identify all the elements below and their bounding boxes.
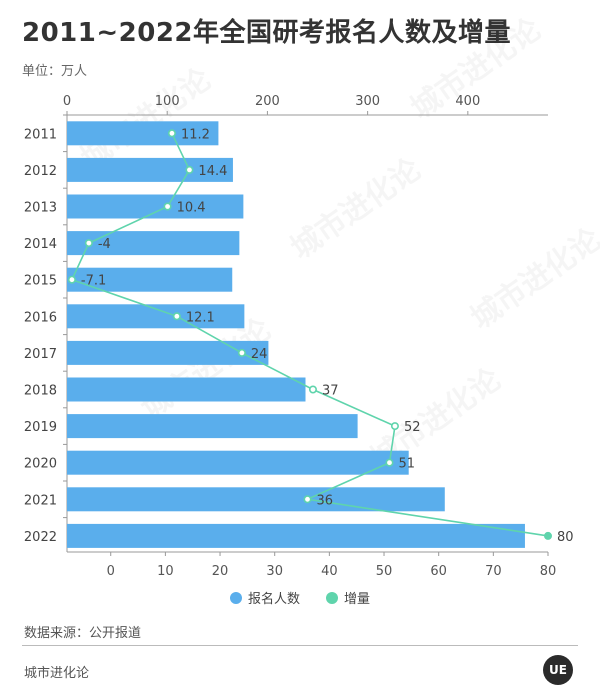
- bottom-axis-tick-label: 40: [321, 564, 338, 579]
- category-label: 2020: [24, 457, 57, 472]
- bar-2013: [67, 194, 244, 219]
- increment-point-2014: [84, 239, 93, 248]
- top-axis-tick-label: 300: [355, 94, 380, 109]
- category-label: 2013: [24, 201, 57, 216]
- bar-2020: [67, 450, 409, 475]
- category-label: 2016: [24, 310, 57, 325]
- top-axis-tick-label: 200: [255, 94, 280, 109]
- bar-2012: [67, 157, 233, 182]
- bottom-axis-tick-label: 50: [376, 564, 393, 579]
- increment-point-2013: [163, 202, 172, 211]
- category-label: 2012: [24, 164, 57, 179]
- brand-logo-icon: UE: [543, 655, 573, 685]
- unit-label: 单位：万人: [22, 64, 88, 79]
- increment-point-2015: [67, 275, 76, 284]
- category-label: 2015: [24, 274, 57, 289]
- increment-point-2017: [237, 348, 246, 357]
- category-label: 2014: [24, 237, 57, 252]
- bottom-axis-tick-label: 70: [485, 564, 502, 579]
- increment-data-label: 37: [322, 384, 339, 399]
- category-label: 2011: [24, 127, 57, 142]
- bottom-axis-tick-label: 60: [430, 564, 447, 579]
- increment-data-label: 51: [398, 457, 415, 472]
- legend-marker-bars: [230, 592, 242, 604]
- category-label: 2019: [24, 420, 57, 435]
- bar-2019: [67, 414, 358, 439]
- increment-point-2020: [385, 458, 394, 467]
- footer-divider: [22, 645, 578, 646]
- increment-point-2019: [390, 422, 399, 431]
- increment-line: [70, 132, 549, 537]
- bar-2014: [67, 231, 240, 256]
- category-label: 2022: [24, 530, 57, 545]
- bar-2022: [67, 523, 525, 548]
- bar-2021: [67, 487, 445, 512]
- legend-label-line: 增量: [344, 592, 370, 607]
- bar-2011: [67, 121, 219, 146]
- brand-name: 城市进化论: [24, 666, 90, 681]
- increment-data-label: 11.2: [181, 127, 210, 142]
- watermark-text: 城市进化论: [135, 311, 279, 426]
- increment-point-2022: [543, 531, 552, 540]
- category-label: 2018: [24, 384, 57, 399]
- category-label: 2017: [24, 347, 57, 362]
- increment-data-label: 10.4: [177, 201, 206, 216]
- increment-data-label: 36: [317, 493, 334, 508]
- top-axis-tick-label: 100: [155, 94, 180, 109]
- bar-2018: [67, 377, 306, 402]
- increment-data-label: 52: [404, 420, 421, 435]
- bottom-axis-tick-label: 20: [212, 564, 229, 579]
- bottom-axis-tick-label: 80: [540, 564, 557, 579]
- legend-marker-line: [326, 592, 338, 604]
- increment-point-2018: [308, 385, 317, 394]
- legend-label-bars: 报名人数: [248, 591, 300, 607]
- increment-point-2012: [185, 165, 194, 174]
- increment-point-2011: [167, 129, 176, 138]
- increment-point-2016: [172, 312, 181, 321]
- bottom-axis-tick-label: 30: [266, 564, 283, 579]
- top-axis-tick-label: 0: [63, 94, 71, 109]
- increment-data-label: -7.1: [81, 274, 106, 289]
- watermark-text: 城市进化论: [285, 151, 429, 266]
- increment-data-label: 80: [557, 530, 574, 545]
- bottom-axis-tick-label: 0: [107, 564, 115, 579]
- top-axis-tick-label: 400: [455, 94, 480, 109]
- bar-2016: [67, 304, 245, 329]
- increment-data-label: 24: [251, 347, 268, 362]
- watermark-text: 城市进化论: [465, 221, 600, 336]
- increment-data-label: 12.1: [186, 310, 215, 325]
- bar-2017: [67, 340, 269, 365]
- category-label: 2021: [24, 493, 57, 508]
- chart-title: 2011~2022年全国研考报名人数及增量: [22, 18, 512, 48]
- watermark-text: 城市进化论: [405, 11, 549, 126]
- increment-point-2021: [303, 495, 312, 504]
- increment-data-label: 14.4: [198, 164, 227, 179]
- increment-data-label: -4: [98, 237, 111, 252]
- data-source: 数据来源：公开报道: [24, 626, 142, 641]
- bottom-axis-tick-label: 10: [157, 564, 174, 579]
